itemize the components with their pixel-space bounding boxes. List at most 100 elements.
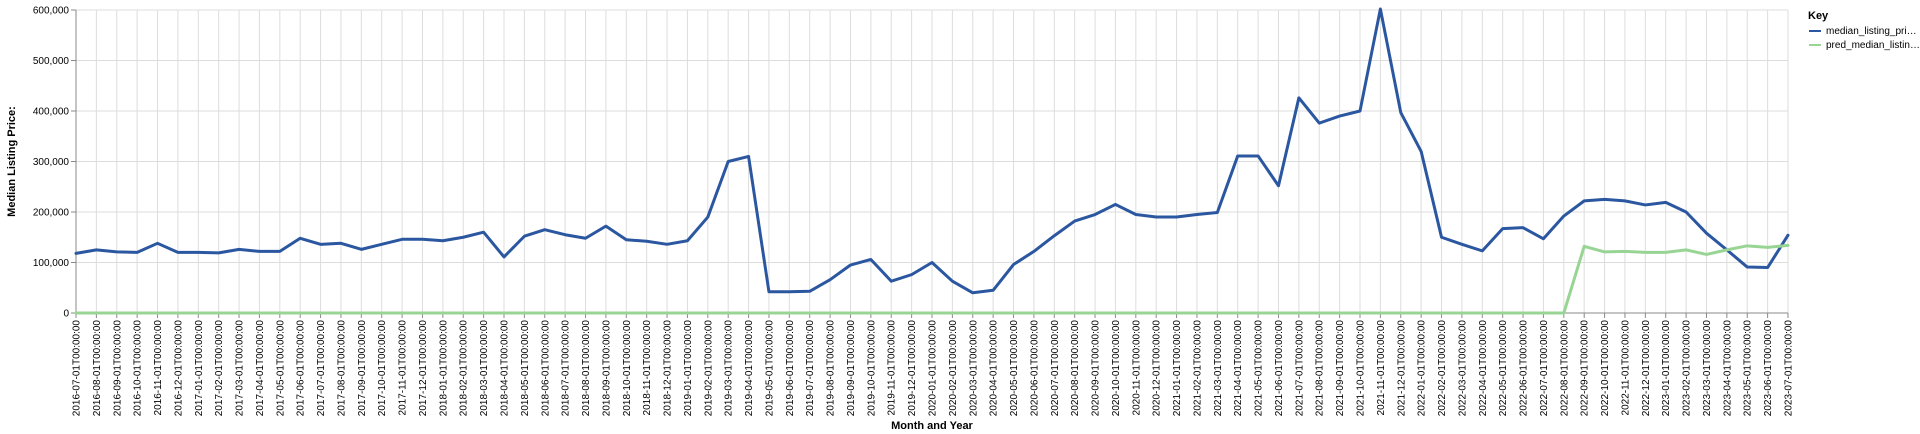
x-tick-label: 2017-08-01T00:00:00 bbox=[336, 320, 347, 417]
x-tick-label: 2018-09-01T00:00:00 bbox=[601, 320, 612, 417]
x-tick-label: 2022-01-01T00:00:00 bbox=[1417, 320, 1428, 417]
x-tick-label: 2023-07-01T00:00:00 bbox=[1784, 320, 1795, 417]
x-tick-label: 2017-07-01T00:00:00 bbox=[316, 320, 327, 417]
x-tick-label: 2020-03-01T00:00:00 bbox=[968, 320, 979, 417]
y-tick-label: 400,000 bbox=[33, 107, 70, 118]
x-tick-label: 2023-03-01T00:00:00 bbox=[1702, 320, 1713, 417]
x-tick-label: 2018-02-01T00:00:00 bbox=[459, 320, 470, 417]
y-tick-label: 200,000 bbox=[33, 208, 70, 219]
x-tick-label: 2018-05-01T00:00:00 bbox=[520, 320, 531, 417]
legend-title: Key bbox=[1808, 10, 1829, 22]
series-line-1 bbox=[74, 7, 1790, 295]
x-tick-label: 2021-06-01T00:00:00 bbox=[1274, 320, 1285, 417]
x-tick-label: 2019-12-01T00:00:00 bbox=[907, 320, 918, 417]
y-tick-label: 500,000 bbox=[33, 56, 70, 67]
x-tick-label: 2019-01-01T00:00:00 bbox=[683, 320, 694, 417]
y-axis-title: Median Listing Price: bbox=[6, 106, 18, 217]
x-tick-label: 2019-03-01T00:00:00 bbox=[724, 320, 735, 417]
legend-label-2: pred_median_listin… bbox=[1826, 40, 1920, 51]
x-tick-label: 2020-10-01T00:00:00 bbox=[1111, 320, 1122, 417]
x-tick-label: 2020-01-01T00:00:00 bbox=[928, 320, 939, 417]
x-tick-label: 2021-10-01T00:00:00 bbox=[1356, 320, 1367, 417]
x-tick-label: 2017-04-01T00:00:00 bbox=[255, 320, 266, 417]
x-tick-label: 2016-09-01T00:00:00 bbox=[112, 320, 123, 417]
x-tick-label: 2016-08-01T00:00:00 bbox=[92, 320, 103, 417]
x-tick-label: 2018-03-01T00:00:00 bbox=[479, 320, 490, 417]
x-tick-label: 2022-05-01T00:00:00 bbox=[1498, 320, 1509, 417]
legend-label-1: median_listing_pri… bbox=[1826, 26, 1917, 37]
x-tick-label: 2023-01-01T00:00:00 bbox=[1661, 320, 1672, 417]
x-tick-label: 2022-08-01T00:00:00 bbox=[1559, 320, 1570, 417]
x-tick-label: 2018-06-01T00:00:00 bbox=[540, 320, 551, 417]
x-tick-label: 2022-04-01T00:00:00 bbox=[1478, 320, 1489, 417]
x-tick-label: 2019-05-01T00:00:00 bbox=[764, 320, 775, 417]
y-tick-label: 0 bbox=[63, 309, 69, 320]
x-tick-label: 2017-11-01T00:00:00 bbox=[398, 320, 409, 416]
x-tick-label: 2019-02-01T00:00:00 bbox=[703, 320, 714, 417]
series-line-2 bbox=[74, 243, 1790, 315]
x-tick-label: 2021-12-01T00:00:00 bbox=[1396, 320, 1407, 417]
x-tick-label: 2022-06-01T00:00:00 bbox=[1519, 320, 1530, 417]
x-tick-label: 2019-09-01T00:00:00 bbox=[846, 320, 857, 417]
x-tick-label: 2019-07-01T00:00:00 bbox=[805, 320, 816, 417]
x-axis-title: Month and Year bbox=[891, 420, 973, 432]
y-tick-label: 600,000 bbox=[33, 6, 70, 17]
x-tick-label: 2016-12-01T00:00:00 bbox=[173, 320, 184, 417]
x-tick-label: 2020-08-01T00:00:00 bbox=[1070, 320, 1081, 417]
x-tick-label: 2021-05-01T00:00:00 bbox=[1254, 320, 1265, 417]
x-tick-label: 2022-12-01T00:00:00 bbox=[1641, 320, 1652, 417]
x-tick-label: 2019-10-01T00:00:00 bbox=[866, 320, 877, 417]
y-tick-label: 300,000 bbox=[33, 157, 70, 168]
x-tick-label: 2023-06-01T00:00:00 bbox=[1763, 320, 1774, 417]
x-tick-label: 2022-10-01T00:00:00 bbox=[1600, 320, 1611, 417]
x-tick-label: 2018-07-01T00:00:00 bbox=[561, 320, 572, 417]
x-tick-label: 2021-03-01T00:00:00 bbox=[1213, 320, 1224, 417]
x-tick-label: 2020-12-01T00:00:00 bbox=[1152, 320, 1163, 417]
x-tick-label: 2017-05-01T00:00:00 bbox=[275, 320, 286, 417]
x-tick-label: 2020-04-01T00:00:00 bbox=[989, 320, 1000, 417]
x-tick-label: 2017-03-01T00:00:00 bbox=[235, 320, 246, 417]
x-tick-label: 2016-07-01T00:00:00 bbox=[72, 320, 83, 417]
x-tick-label: 2022-07-01T00:00:00 bbox=[1539, 320, 1550, 417]
x-tick-label: 2017-06-01T00:00:00 bbox=[296, 320, 307, 417]
x-tick-label: 2019-04-01T00:00:00 bbox=[744, 320, 755, 417]
x-tick-label: 2018-12-01T00:00:00 bbox=[663, 320, 674, 417]
series-lines bbox=[74, 7, 1790, 315]
x-tick-label: 2018-11-01T00:00:00 bbox=[642, 320, 653, 416]
x-tick-label: 2017-09-01T00:00:00 bbox=[357, 320, 368, 417]
x-tick-label: 2021-07-01T00:00:00 bbox=[1294, 320, 1305, 417]
x-tick-label: 2021-09-01T00:00:00 bbox=[1335, 320, 1346, 417]
x-tick-label: 2020-06-01T00:00:00 bbox=[1029, 320, 1040, 417]
x-tick-label: 2017-12-01T00:00:00 bbox=[418, 320, 429, 417]
x-tick-label: 2018-04-01T00:00:00 bbox=[500, 320, 511, 417]
gridlines bbox=[75, 9, 1789, 314]
x-tick-label: 2020-09-01T00:00:00 bbox=[1091, 320, 1102, 417]
x-tick-label: 2022-02-01T00:00:00 bbox=[1437, 320, 1448, 417]
x-tick-label: 2021-11-01T00:00:00 bbox=[1376, 320, 1387, 416]
x-tick-label: 2023-02-01T00:00:00 bbox=[1682, 320, 1693, 417]
x-tick-label: 2019-11-01T00:00:00 bbox=[887, 320, 898, 416]
x-tick-label: 2017-02-01T00:00:00 bbox=[214, 320, 225, 417]
x-tick-label: 2018-01-01T00:00:00 bbox=[438, 320, 449, 417]
x-tick-label: 2022-03-01T00:00:00 bbox=[1457, 320, 1468, 417]
x-tick-label: 2021-04-01T00:00:00 bbox=[1233, 320, 1244, 417]
x-tick-label: 2020-11-01T00:00:00 bbox=[1131, 320, 1142, 416]
x-tick-label: 2023-05-01T00:00:00 bbox=[1743, 320, 1754, 417]
x-tick-label: 2016-10-01T00:00:00 bbox=[133, 320, 144, 417]
legend-items: median_listing_pri… pred_median_listin… bbox=[1809, 26, 1920, 51]
x-tick-label: 2016-11-01T00:00:00 bbox=[153, 320, 164, 416]
x-tick-label: 2023-04-01T00:00:00 bbox=[1722, 320, 1733, 417]
x-tick-label: 2018-10-01T00:00:00 bbox=[622, 320, 633, 417]
x-tick-label: 2021-02-01T00:00:00 bbox=[1192, 320, 1203, 417]
x-tick-label: 2021-08-01T00:00:00 bbox=[1315, 320, 1326, 417]
x-tick-label: 2019-08-01T00:00:00 bbox=[826, 320, 837, 417]
x-tick-label: 2021-01-01T00:00:00 bbox=[1172, 320, 1183, 417]
y-tick-label: 100,000 bbox=[33, 258, 70, 269]
x-tick-label: 2020-02-01T00:00:00 bbox=[948, 320, 959, 417]
x-tick-label: 2019-06-01T00:00:00 bbox=[785, 320, 796, 417]
axes: 0 100,000 200,000 300,000 400,000 500,000 600,… bbox=[33, 6, 1795, 417]
x-tick-label: 2020-05-01T00:00:00 bbox=[1009, 320, 1020, 417]
legend: Key median_listing_pri… pred_median_listi… bbox=[1808, 10, 1920, 51]
x-tick-label: 2017-01-01T00:00:00 bbox=[194, 320, 205, 417]
